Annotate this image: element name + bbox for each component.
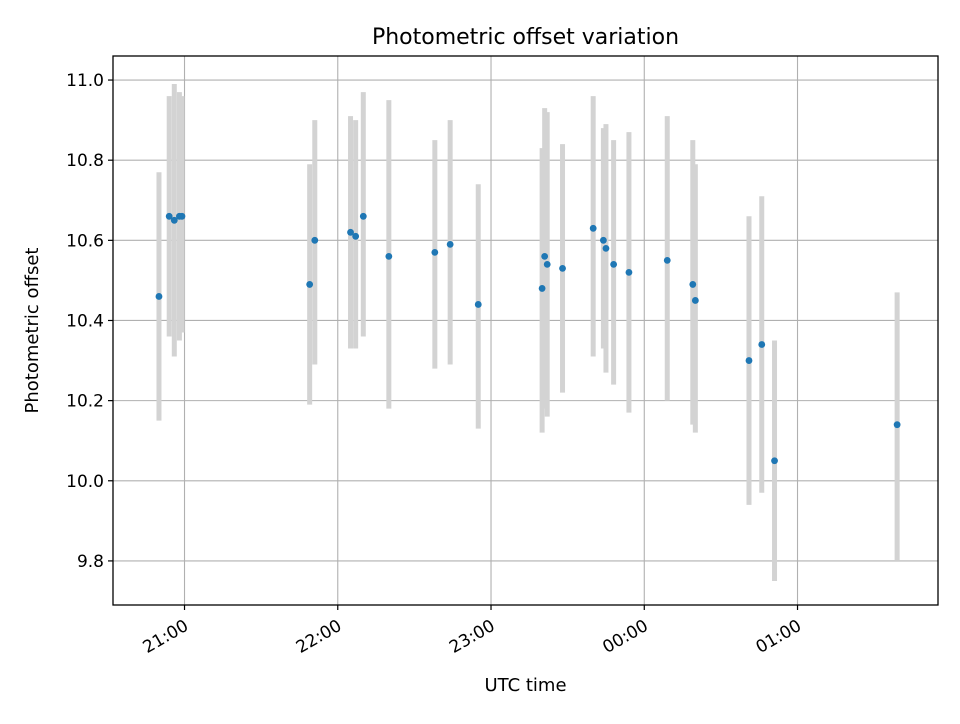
data-point xyxy=(689,281,697,288)
data-point xyxy=(541,252,549,260)
y-tick-label: 10.6 xyxy=(66,231,104,251)
data-point xyxy=(625,268,633,276)
y-axis-label: Photometric offset xyxy=(22,248,43,414)
y-tick-label: 10.8 xyxy=(66,151,104,171)
data-point xyxy=(691,297,699,304)
data-point xyxy=(446,240,454,248)
data-point xyxy=(311,236,319,244)
data-point xyxy=(610,260,618,268)
data-point xyxy=(758,341,766,348)
data-point xyxy=(893,421,901,429)
data-point xyxy=(385,252,393,260)
y-axis-ticks: 9.8 10.0 10.2 10.4 10.6 10.8 11.0 xyxy=(66,71,113,572)
y-tick-label: 10.4 xyxy=(66,311,104,331)
data-points xyxy=(155,212,901,465)
plot-area-frame xyxy=(112,55,939,606)
data-point xyxy=(559,264,566,272)
data-point xyxy=(543,260,551,268)
y-tick-label: 9.8 xyxy=(77,552,104,572)
y-tick-label: 11.0 xyxy=(66,71,104,91)
data-point xyxy=(600,236,607,244)
data-point xyxy=(155,293,163,300)
data-point xyxy=(663,256,671,264)
grid-layer xyxy=(113,56,938,605)
data-point xyxy=(771,457,778,465)
data-point xyxy=(745,357,753,364)
data-point xyxy=(431,248,439,256)
chart-title: Photometric offset variation xyxy=(372,25,679,50)
data-point xyxy=(589,224,597,232)
data-point xyxy=(602,244,610,252)
data-point xyxy=(178,212,186,220)
y-tick-label: 10.0 xyxy=(66,472,104,492)
x-axis-label: UTC time xyxy=(484,675,566,696)
data-point xyxy=(165,212,173,220)
data-point xyxy=(170,216,178,224)
y-tick-label: 10.2 xyxy=(66,392,104,412)
data-point xyxy=(474,301,482,308)
data-point xyxy=(538,285,546,292)
data-point xyxy=(306,281,314,288)
data-point xyxy=(352,232,360,240)
data-point xyxy=(359,212,367,220)
data-point xyxy=(347,228,354,236)
